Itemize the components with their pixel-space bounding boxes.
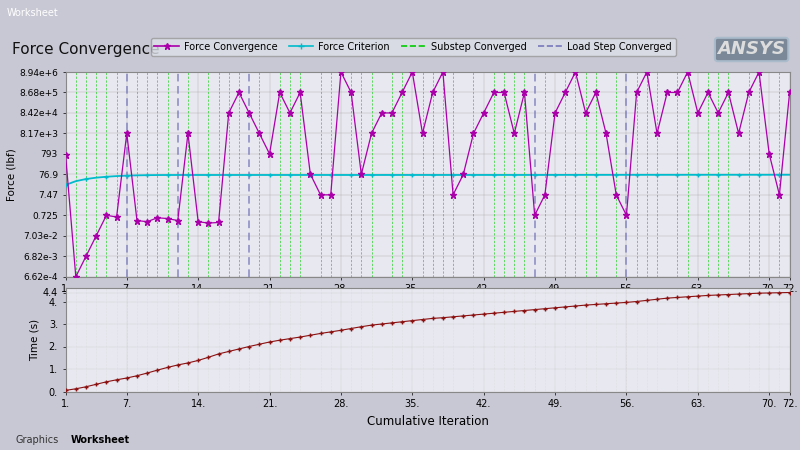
Legend: Force Convergence, Force Criterion, Substep Converged, Load Step Converged: Force Convergence, Force Criterion, Subs… — [150, 38, 676, 56]
Text: Worksheet: Worksheet — [6, 8, 58, 18]
Text: Graphics: Graphics — [16, 435, 59, 445]
Text: Force Convergence: Force Convergence — [12, 42, 160, 57]
Y-axis label: Force (lbf): Force (lbf) — [6, 148, 16, 201]
Text: Worksheet: Worksheet — [70, 435, 130, 445]
Text: ANSYS: ANSYS — [718, 40, 786, 58]
X-axis label: Cumulative Iteration: Cumulative Iteration — [366, 415, 489, 428]
Y-axis label: Time (s): Time (s) — [30, 319, 40, 361]
